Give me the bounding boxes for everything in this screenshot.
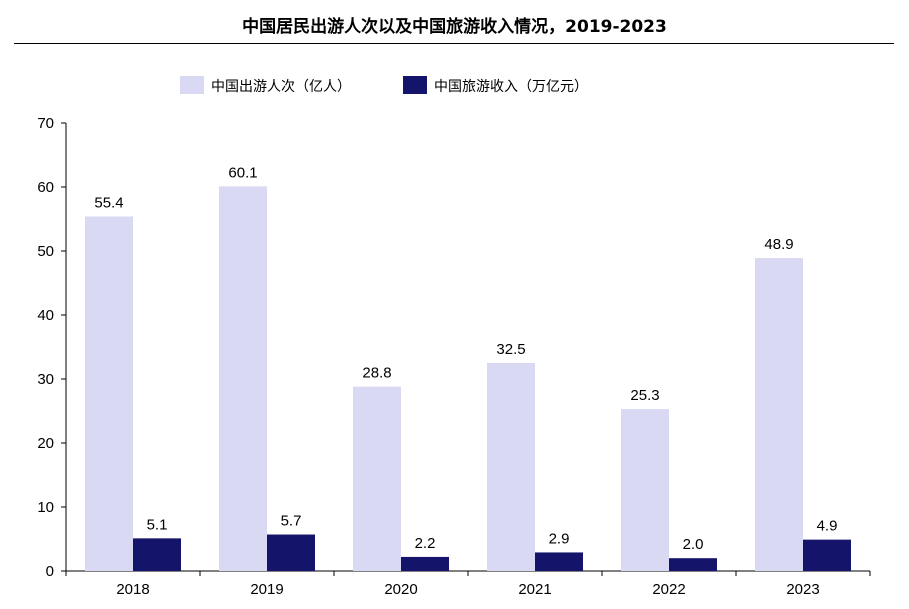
- axes: 0 10 20 30 40 50 60 70 2018 2019 2020 2021 2022 2023: [37, 115, 871, 598]
- y-tick-label: 10: [37, 499, 54, 516]
- data-label: 60.1: [228, 164, 257, 181]
- bar-revenue: [803, 539, 851, 571]
- bar-visits: [219, 186, 267, 572]
- x-tick-label: 2023: [786, 581, 819, 598]
- y-tick-label: 40: [37, 307, 54, 324]
- x-tick-label: 2022: [652, 581, 685, 598]
- data-label: 55.4: [94, 194, 123, 211]
- y-tick-label: 50: [37, 243, 54, 260]
- data-label: 25.3: [630, 387, 659, 404]
- data-label: 48.9: [764, 236, 793, 253]
- data-label: 2.9: [549, 530, 570, 547]
- bars: [85, 186, 851, 572]
- chart-title: 中国居民出游人次以及中国旅游收入情况，2019-2023: [242, 17, 667, 37]
- legend-label: 中国出游人次（亿人）: [211, 79, 351, 95]
- x-tick-label: 2018: [116, 581, 149, 598]
- legend-label: 中国旅游收入（万亿元）: [434, 79, 588, 95]
- data-label: 32.5: [496, 341, 525, 358]
- data-label: 28.8: [362, 365, 391, 382]
- data-label: 5.7: [281, 513, 302, 530]
- y-tick-label: 20: [37, 435, 54, 452]
- bar-revenue: [267, 534, 315, 571]
- bar-visits: [621, 409, 669, 571]
- x-tick-label: 2021: [518, 581, 551, 598]
- data-label: 4.9: [817, 518, 838, 535]
- bar-visits: [85, 216, 133, 571]
- x-tick-label: 2019: [250, 581, 283, 598]
- bar-revenue: [133, 538, 181, 571]
- data-label: 2.0: [683, 536, 704, 553]
- bar-visits: [755, 258, 803, 571]
- y-tick-label: 70: [37, 115, 54, 132]
- bar-revenue: [535, 552, 583, 571]
- title-divider: [14, 43, 894, 44]
- legend-swatch: [403, 76, 427, 94]
- data-label: 2.2: [415, 535, 436, 552]
- bar-visits: [353, 386, 401, 571]
- bar-visits: [487, 363, 535, 571]
- data-labels: 55.4 5.1 60.1 5.7 28.8 2.2 32.5 2.9 25.3 2.0 48.9 4…: [94, 164, 837, 553]
- x-tick-label: 2020: [384, 581, 417, 598]
- y-tick-label: 60: [37, 179, 54, 196]
- y-tick-label: 0: [46, 563, 54, 580]
- legend-swatch: [180, 76, 204, 94]
- data-label: 5.1: [147, 516, 168, 533]
- y-tick-label: 30: [37, 371, 54, 388]
- bar-revenue: [401, 556, 449, 571]
- bar-revenue: [669, 558, 717, 571]
- legend: 中国出游人次（亿人） 中国旅游收入（万亿元）: [180, 76, 588, 95]
